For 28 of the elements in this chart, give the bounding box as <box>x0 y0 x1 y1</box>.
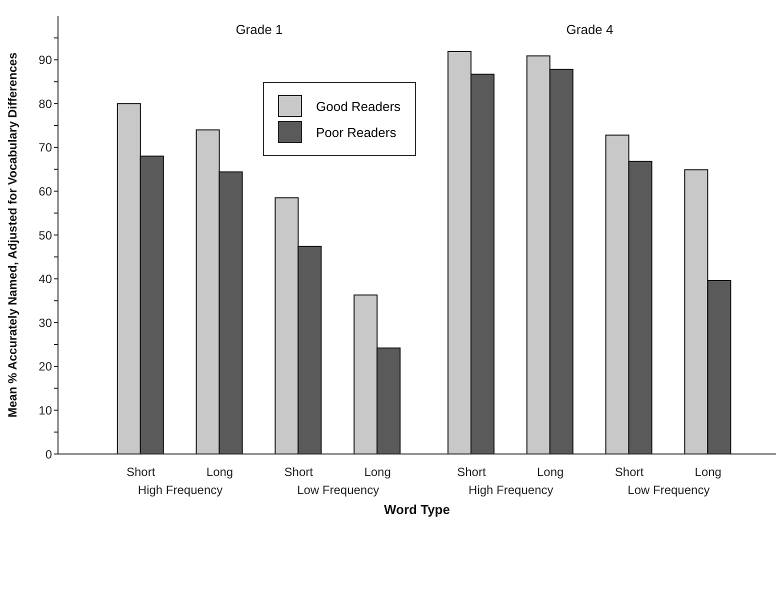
x-tick-label: Short <box>457 465 486 479</box>
x-axis-title: Word Type <box>384 502 450 517</box>
text: Low Frequency <box>297 483 380 497</box>
x-tick-label: Long <box>364 465 391 479</box>
y-tick-label: 20 <box>38 360 52 374</box>
text: High Frequency <box>468 483 554 497</box>
legend-label: Good Readers <box>316 98 401 114</box>
x-tick-label: Long <box>206 465 234 479</box>
y-tick-label: 30 <box>38 316 52 330</box>
x-tick-label: Short <box>614 465 644 479</box>
text: High Frequency <box>138 483 223 497</box>
text: Low Frequency <box>628 483 710 497</box>
x-tick-label: Long <box>536 465 564 479</box>
y-tick-label: 80 <box>38 96 52 111</box>
y-tick-label: 50 <box>38 228 52 242</box>
legend-label: Poor Readers <box>316 124 396 140</box>
x-tick-label: Long <box>694 465 722 479</box>
x-tick-label: Short <box>284 465 314 479</box>
y-tick-label: 10 <box>38 403 52 418</box>
y-tick-label: 40 <box>38 272 52 286</box>
x-tick-label: Short <box>126 465 156 479</box>
annotation: Grade 4 <box>565 22 614 37</box>
y-tick-label: 60 <box>38 184 52 198</box>
y-axis-title: Mean % Accurately Named, Adjusted for Vocabulary Differences <box>5 52 20 418</box>
y-tick-label: 90 <box>38 53 52 68</box>
y-tick-label: 70 <box>38 140 52 155</box>
annotation: Grade 1 <box>234 22 284 37</box>
y-tick-label: 0 <box>45 447 52 462</box>
